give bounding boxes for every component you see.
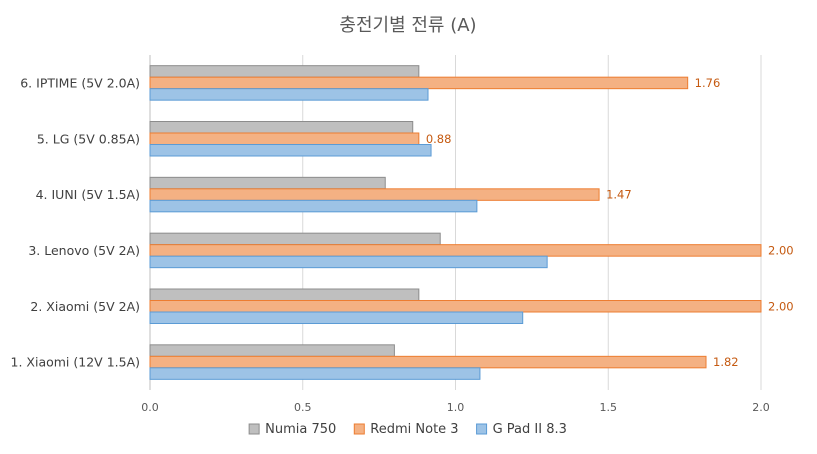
- bar: [149, 88, 429, 101]
- bar: [149, 288, 420, 301]
- data-label: 2.00: [768, 243, 794, 257]
- legend-swatch: [353, 423, 365, 435]
- bar: [149, 300, 762, 313]
- category-label: 1. Xiaomi (12V 1.5A): [11, 355, 140, 370]
- bar: [149, 76, 689, 90]
- x-tick-label: 1.5: [600, 401, 618, 414]
- data-label: 1.76: [695, 76, 721, 90]
- bar: [149, 199, 478, 213]
- bar: [149, 255, 548, 269]
- category-label: 6. IPTIME (5V 2.0A): [20, 75, 140, 90]
- grid-layer: [149, 55, 762, 390]
- category-label: 4. IUNI (5V 1.5A): [36, 187, 140, 202]
- x-tick-label: 2.0: [752, 401, 770, 414]
- bar: [149, 188, 600, 201]
- data-label: 1.82: [713, 355, 739, 369]
- bar: [149, 244, 762, 257]
- legend-label: G Pad II 8.3: [493, 422, 567, 437]
- x-tick-label: 1.0: [447, 401, 465, 414]
- bar: [149, 176, 386, 190]
- bar: [149, 311, 524, 324]
- legend-label: Redmi Note 3: [370, 422, 458, 437]
- data-label: 0.88: [426, 132, 452, 146]
- bar: [149, 144, 432, 157]
- bar: [149, 65, 420, 78]
- chart-title: 충전기별 전류 (A): [339, 15, 476, 36]
- data-label: 1.47: [606, 188, 632, 202]
- bar: [149, 121, 414, 134]
- bar: [149, 344, 395, 357]
- x-tick-label: 0.5: [294, 401, 312, 414]
- category-label: 3. Lenovo (5V 2A): [28, 243, 140, 258]
- bar: [149, 232, 441, 246]
- bar: [149, 132, 420, 145]
- bar: [149, 367, 481, 380]
- legend: Numia 750 Redmi Note 3 G Pad II 8.3: [248, 422, 567, 437]
- labels-layer: 0.0 0.5 1.0 1.5 2.0 1. Xiaomi (12V 1.5A) 1.82 2…: [11, 75, 794, 414]
- data-label: 2.00: [768, 299, 794, 313]
- category-label: 5. LG (5V 0.85A): [37, 131, 140, 146]
- bars-layer: [149, 65, 762, 380]
- category-label: 2. Xiaomi (5V 2A): [30, 299, 140, 314]
- bar: [149, 355, 707, 369]
- legend-label: Numia 750: [265, 422, 336, 437]
- legend-swatch: [476, 423, 488, 435]
- x-tick-label: 0.0: [141, 401, 159, 414]
- legend-swatch: [248, 423, 260, 435]
